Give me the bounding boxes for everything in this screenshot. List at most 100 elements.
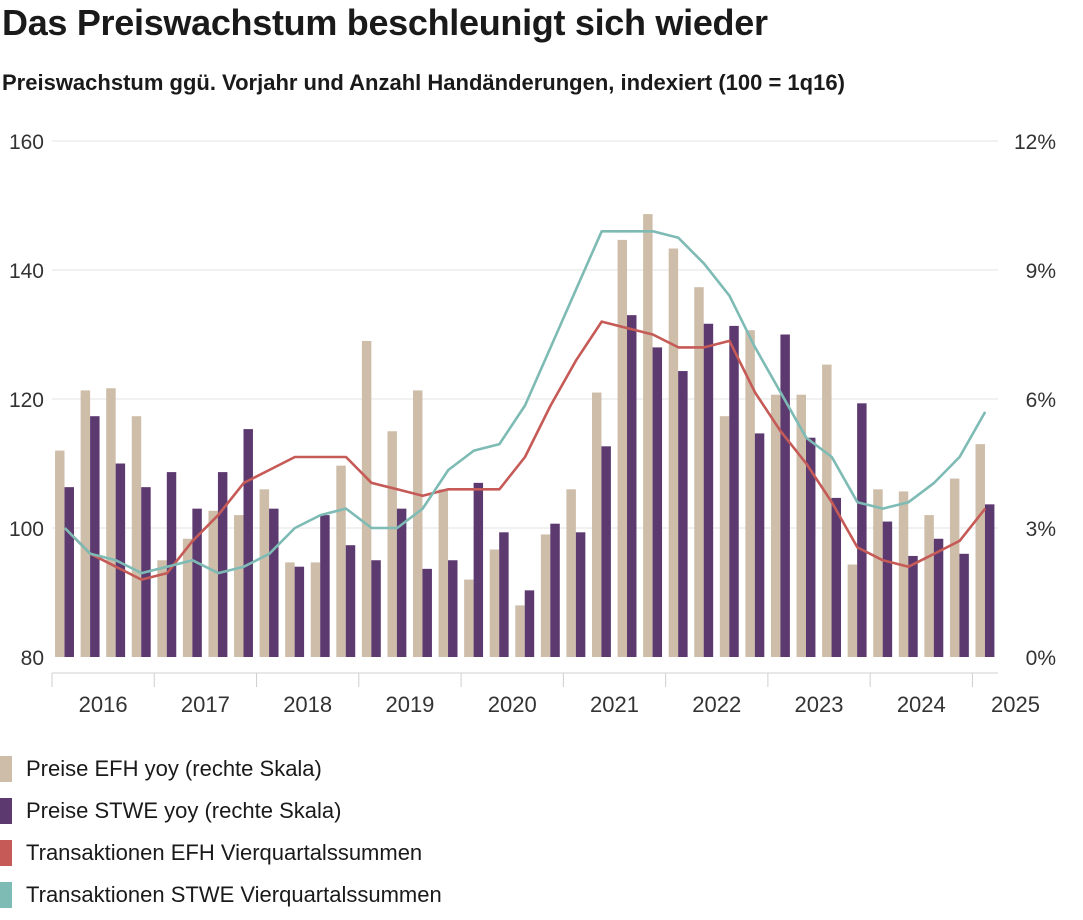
bar-stwe-prices bbox=[448, 560, 458, 657]
bar-efh-prices bbox=[336, 465, 346, 657]
bar-efh-prices bbox=[566, 489, 576, 657]
bar-stwe-prices bbox=[627, 315, 637, 657]
bar-stwe-prices bbox=[703, 323, 714, 657]
x-tick-label: 2018 bbox=[283, 692, 332, 717]
bar-stwe-prices bbox=[882, 521, 893, 657]
left-tick-label: 140 bbox=[9, 260, 44, 283]
bar-efh-prices bbox=[745, 330, 755, 657]
bar-efh-prices bbox=[898, 491, 909, 657]
left-tick-label: 80 bbox=[21, 647, 44, 670]
bar-efh-prices bbox=[464, 579, 474, 657]
bar-stwe-prices bbox=[473, 482, 484, 657]
bar-efh-prices bbox=[413, 390, 423, 657]
bar-stwe-prices bbox=[550, 523, 560, 657]
x-tick-label: 2023 bbox=[795, 692, 844, 717]
right-tick-label: 9% bbox=[1026, 260, 1056, 283]
bar-stwe-prices bbox=[294, 566, 305, 657]
left-tick-label: 160 bbox=[9, 131, 44, 154]
bar-stwe-prices bbox=[90, 416, 100, 657]
bar-efh-prices bbox=[438, 489, 449, 657]
left-tick-label: 120 bbox=[9, 389, 44, 412]
x-tick-label: 2024 bbox=[897, 692, 946, 717]
bar-efh-prices bbox=[770, 394, 781, 657]
bar-efh-prices bbox=[924, 515, 934, 657]
bar-stwe-prices bbox=[269, 508, 279, 657]
bar-efh-prices bbox=[310, 562, 321, 657]
bar-stwe-prices bbox=[345, 545, 356, 657]
bar-stwe-prices bbox=[320, 515, 330, 657]
gridlines bbox=[52, 140, 998, 529]
legend: Preise EFH yoy (rechte Skala) Preise STW… bbox=[0, 748, 442, 916]
bar-efh-prices bbox=[285, 562, 295, 657]
chart-title: Das Preiswachstum beschleunigt sich wied… bbox=[2, 2, 768, 43]
bar-efh-prices bbox=[643, 214, 653, 657]
bar-efh-prices bbox=[55, 450, 65, 657]
bar-stwe-prices bbox=[857, 403, 867, 657]
bar-efh-prices bbox=[515, 605, 525, 657]
right-tick-label: 12% bbox=[1014, 131, 1056, 154]
line-stwe-transactions bbox=[63, 230, 987, 575]
combo-chart: 80 100 120 140 160 0% 3% 6% 9% 12% 2016 2017 2018 201… bbox=[9, 131, 1056, 717]
bar-stwe-prices bbox=[371, 560, 381, 657]
bar-stwe-prices bbox=[959, 553, 969, 657]
bar-series bbox=[55, 214, 995, 657]
bar-efh-prices bbox=[540, 534, 551, 657]
bar-efh-prices bbox=[259, 489, 270, 657]
bar-stwe-prices bbox=[499, 532, 509, 657]
bar-efh-prices bbox=[157, 560, 167, 657]
bar-efh-prices bbox=[719, 416, 730, 657]
bar-efh-prices bbox=[617, 239, 628, 657]
bar-stwe-prices bbox=[575, 532, 586, 657]
right-tick-label: 0% bbox=[1026, 647, 1056, 670]
bar-stwe-prices bbox=[984, 504, 995, 657]
axes: 80 100 120 140 160 0% 3% 6% 9% 12% 2016 2017 2018 201… bbox=[9, 131, 1056, 717]
legend-swatch-stwe-prices bbox=[0, 798, 12, 824]
legend-label-efh-prices: Preise EFH yoy (rechte Skala) bbox=[26, 756, 322, 781]
x-tick-label: 2016 bbox=[79, 692, 128, 717]
left-tick-label: 100 bbox=[9, 518, 44, 541]
bar-stwe-prices bbox=[933, 538, 944, 657]
bar-stwe-prices bbox=[64, 487, 74, 657]
legend-item-stwe-transactions: Transaktionen STWE Vierquartalssummen bbox=[0, 874, 442, 916]
bar-efh-prices bbox=[847, 564, 858, 657]
x-tick-label: 2025 bbox=[991, 692, 1040, 717]
x-tick-label: 2019 bbox=[385, 692, 434, 717]
bar-stwe-prices bbox=[831, 497, 842, 657]
right-tick-label: 3% bbox=[1026, 518, 1056, 541]
bar-efh-prices bbox=[873, 489, 883, 657]
bar-efh-prices bbox=[208, 510, 218, 657]
legend-label-efh-transactions: Transaktionen EFH Vierquartalssummen bbox=[26, 840, 423, 865]
legend-swatch-efh-transactions bbox=[0, 840, 12, 866]
bar-efh-prices bbox=[387, 431, 397, 657]
bar-stwe-prices bbox=[678, 371, 688, 657]
bar-efh-prices bbox=[822, 364, 832, 657]
bar-efh-prices bbox=[949, 478, 960, 657]
bar-stwe-prices bbox=[243, 429, 253, 657]
bar-stwe-prices bbox=[908, 555, 918, 657]
legend-swatch-efh-prices bbox=[0, 756, 12, 782]
bar-stwe-prices bbox=[192, 508, 202, 657]
x-tick-label: 2021 bbox=[590, 692, 639, 717]
legend-item-efh-prices: Preise EFH yoy (rechte Skala) bbox=[0, 748, 442, 790]
legend-item-efh-transactions: Transaktionen EFH Vierquartalssummen bbox=[0, 832, 442, 874]
bar-stwe-prices bbox=[422, 568, 432, 657]
legend-label-stwe-prices: Preise STWE yoy (rechte Skala) bbox=[26, 798, 342, 823]
bar-stwe-prices bbox=[217, 472, 228, 657]
bar-efh-prices bbox=[234, 515, 244, 657]
legend-label-stwe-transactions: Transaktionen STWE Vierquartalssummen bbox=[26, 882, 442, 907]
bar-efh-prices bbox=[975, 444, 985, 657]
x-tick-label: 2017 bbox=[181, 692, 230, 717]
bar-efh-prices bbox=[591, 392, 602, 657]
bar-efh-prices bbox=[80, 390, 91, 657]
bar-stwe-prices bbox=[780, 334, 790, 657]
bar-efh-prices bbox=[131, 416, 142, 657]
bar-stwe-prices bbox=[652, 347, 663, 657]
bar-stwe-prices bbox=[805, 437, 816, 657]
x-tick-label: 2022 bbox=[692, 692, 741, 717]
line-series bbox=[63, 230, 987, 581]
right-tick-label: 6% bbox=[1026, 389, 1056, 412]
bar-efh-prices bbox=[361, 340, 372, 657]
chart-subtitle: Preiswachstum ggü. Vorjahr und Anzahl Ha… bbox=[2, 70, 845, 95]
bar-efh-prices bbox=[182, 538, 193, 657]
bar-stwe-prices bbox=[524, 590, 535, 657]
